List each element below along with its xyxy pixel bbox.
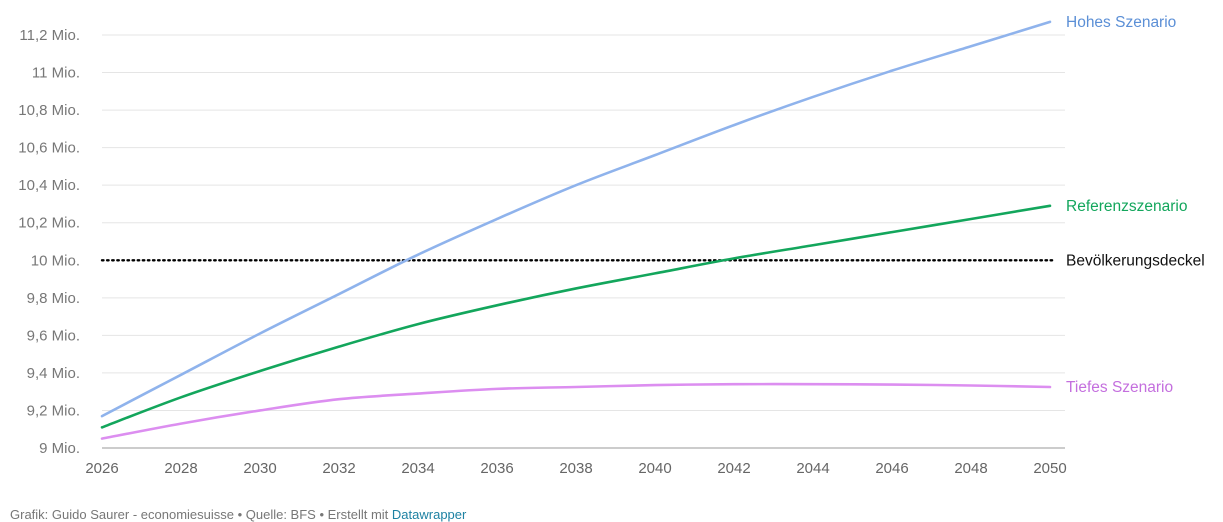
x-tick-label: 2038 [559,460,592,477]
y-tick-label: 9,8 Mio. [27,290,80,307]
x-tick-label: 2040 [638,460,671,477]
x-tick-label: 2044 [796,460,829,477]
series-lines [100,20,1052,440]
series-line-tiefes-szenario [100,382,1052,440]
population-cap-label: Bevölkerungsdeckel [1066,252,1205,269]
series-label-hohes-szenario: Hohes Szenario [1066,14,1176,31]
x-tick-label: 2026 [85,460,118,477]
series-line-hohes-szenario [100,20,1052,418]
series-line-referenzszenario [100,204,1052,429]
y-tick-label: 10,6 Mio. [18,140,80,157]
y-tick-label: 10,4 Mio. [18,177,80,194]
series-end-labels: Hohes Szenario Referenzszenario Tiefes Sze… [1066,14,1205,396]
chart-footer: Grafik: Guido Saurer - economiesuisse • … [10,507,466,522]
series-label-referenzszenario: Referenzszenario [1066,198,1187,215]
x-tick-label: 2028 [164,460,197,477]
y-tick-label: 11 Mio. [32,65,80,82]
x-tick-label: 2048 [954,460,987,477]
y-tick-label: 11,2 Mio. [19,27,80,44]
y-tick-label: 9,6 Mio. [27,327,80,344]
y-tick-label: 9,4 Mio. [27,365,80,382]
y-tick-label: 9,2 Mio. [27,402,80,419]
datawrapper-link[interactable]: Datawrapper [391,507,467,522]
series-label-tiefes-szenario: Tiefes Szenario [1066,379,1173,396]
line-chart: 9 Mio. 9,2 Mio. 9,4 Mio. 9,6 Mio. 9,8 Mio. 10… [18,14,1205,477]
x-tick-label: 2046 [875,460,908,477]
y-tick-label: 10,2 Mio. [18,215,80,232]
x-axis-ticks: 2026 2028 2030 2032 2034 2036 2038 2040 2042 2044… [85,460,1066,477]
y-tick-label: 10 Mio. [31,252,80,269]
x-tick-label: 2050 [1033,460,1066,477]
x-tick-label: 2032 [322,460,355,477]
x-tick-label: 2034 [401,460,434,477]
y-axis-ticks: 9 Mio. 9,2 Mio. 9,4 Mio. 9,6 Mio. 9,8 Mio. 10… [18,27,80,457]
x-tick-label: 2030 [243,460,276,477]
x-tick-label: 2042 [717,460,750,477]
y-tick-label: 10,8 Mio. [18,102,80,119]
x-tick-label: 2036 [480,460,513,477]
y-tick-label: 9 Mio. [39,440,80,457]
footer-credit: Grafik: Guido Saurer - economiesuisse • … [10,507,389,522]
